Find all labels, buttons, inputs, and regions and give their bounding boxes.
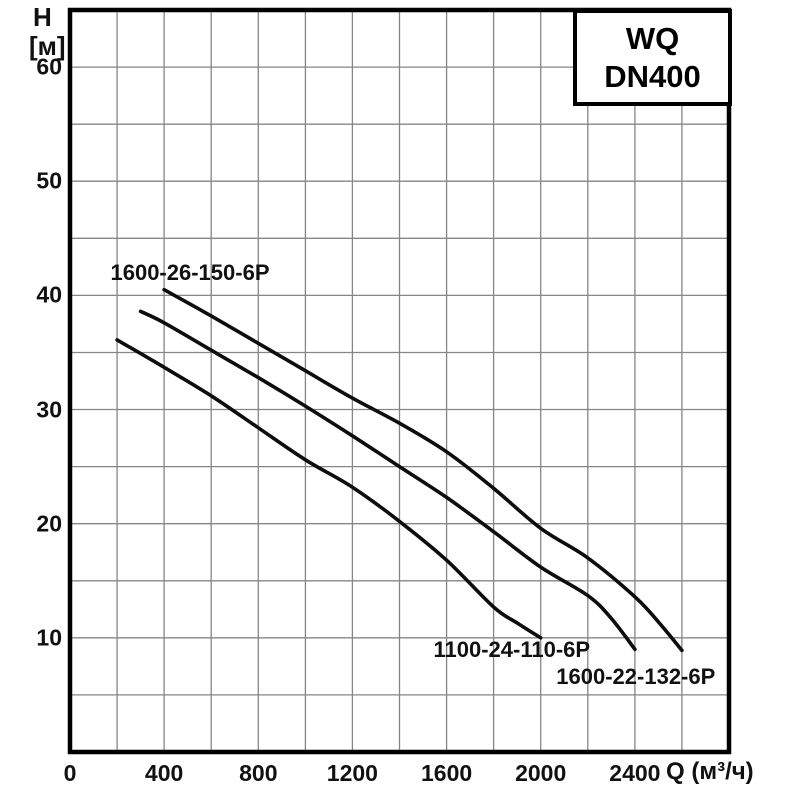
x-tick-label-2400: 2400 [609, 760, 661, 786]
x-tick-label-800: 800 [239, 760, 278, 786]
x-tick-label-400: 400 [144, 760, 184, 786]
curve-label-1600-22-132-6P: 1600-22-132-6P [556, 663, 716, 689]
y-tick-label-50: 50 [36, 167, 62, 194]
y-tick-label-20: 20 [36, 510, 62, 537]
series-box-line2: DN400 [604, 58, 701, 94]
y-tick-label-30: 30 [36, 396, 62, 422]
pump-curve-1100-24-110-6P [115, 338, 543, 640]
y-axis-title: H [33, 2, 52, 32]
grid-lines [70, 10, 729, 752]
x-tick-label-1200: 1200 [326, 760, 378, 786]
curve-label-1600-26-150-6P: 1600-26-150-6P [110, 259, 270, 285]
y-tick-label-40: 40 [36, 281, 62, 308]
y-tick-label-10: 10 [36, 624, 62, 651]
x-tick-label-2000: 2000 [515, 760, 567, 786]
series-box-line1: WQ [625, 21, 680, 57]
pump-curve-1600-26-150-6P [162, 287, 684, 653]
model-series-box: WQ DN400 [573, 9, 732, 106]
x-tick-label-1600: 1600 [421, 760, 473, 786]
x-tick-label-0: 0 [63, 760, 77, 786]
plot-border [67, 7, 732, 755]
x-axis-unit: Q (м³/ч) [666, 758, 754, 785]
curve-label-1100-24-110-6P: 1100-24-110-6P [433, 637, 591, 663]
y-tick-label-60: 60 [36, 53, 62, 80]
y-axis-unit: [м] [29, 31, 66, 61]
pump-curve-1600-22-132-6P [138, 309, 637, 652]
